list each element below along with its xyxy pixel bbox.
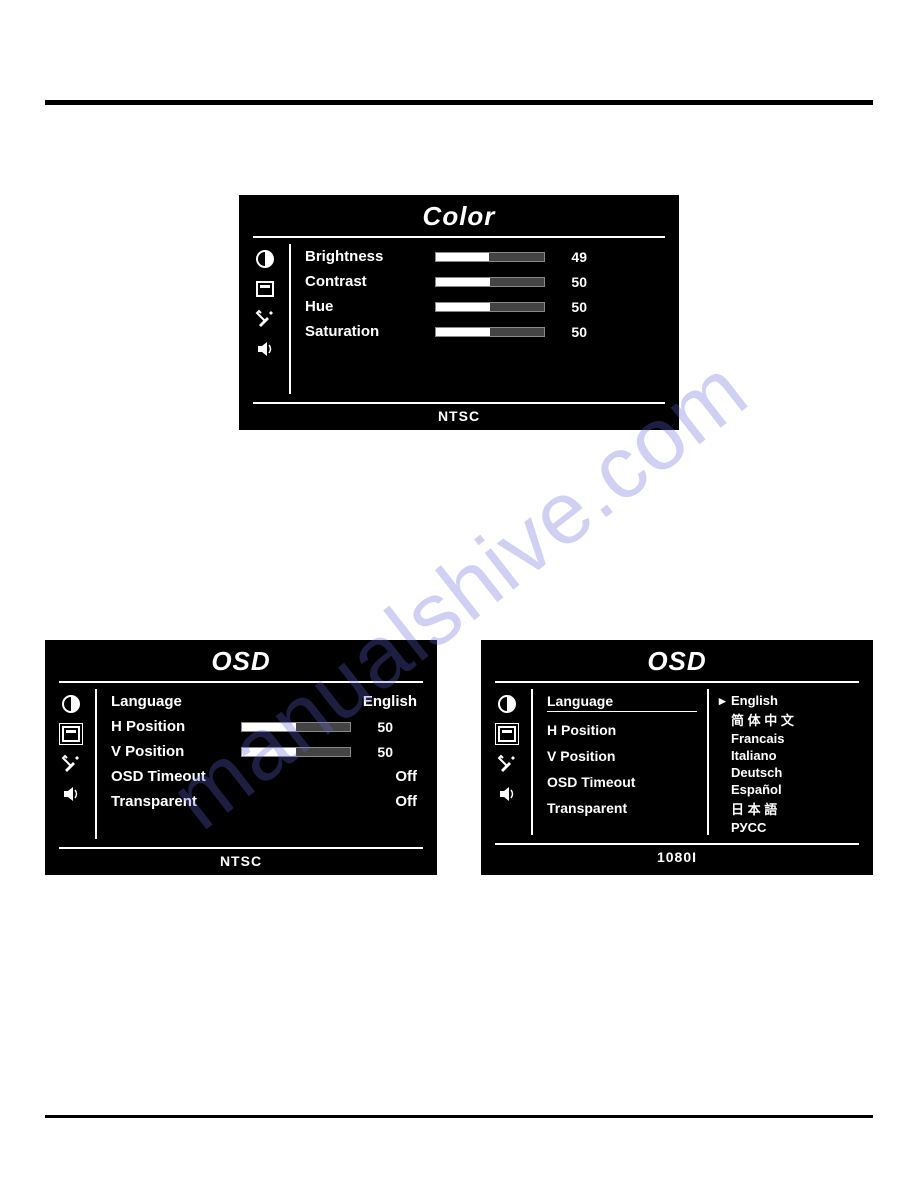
osd-icon[interactable] — [495, 723, 519, 745]
icon-column — [495, 689, 531, 835]
row-value: 50 — [359, 744, 393, 760]
tools-icon[interactable] — [495, 753, 519, 775]
language-option[interactable]: 日 本 語 — [719, 799, 859, 818]
row-value: English — [241, 693, 423, 710]
row-label: Language — [111, 693, 241, 710]
icon-column — [253, 244, 289, 394]
row-label: V Position — [111, 743, 241, 760]
audio-icon[interactable] — [495, 783, 519, 805]
row-label: OSD Timeout — [111, 768, 241, 785]
osd-settings-panel: OSD — [45, 640, 437, 875]
osd-icon[interactable] — [253, 278, 277, 300]
page-rule-top — [45, 100, 873, 105]
audio-icon[interactable] — [59, 783, 83, 805]
setting-row[interactable]: Transparent Off — [111, 793, 423, 810]
icon-column — [59, 689, 95, 839]
tools-icon[interactable] — [59, 753, 83, 775]
slider-track[interactable] — [435, 302, 545, 312]
setting-item[interactable]: H Position — [547, 722, 697, 738]
row-label: Transparent — [111, 793, 241, 810]
page-rule-bottom — [45, 1115, 873, 1118]
language-option[interactable]: Francais — [719, 731, 859, 746]
language-option[interactable]: English — [719, 693, 859, 708]
slider-track[interactable] — [435, 252, 545, 262]
vertical-divider — [95, 689, 97, 839]
slider-track[interactable] — [241, 722, 351, 732]
color-osd-panel: Color Brightness — [239, 195, 679, 430]
slider-track[interactable] — [435, 277, 545, 287]
osd-icon[interactable] — [59, 723, 83, 745]
row-label: H Position — [111, 718, 241, 735]
row-value: 50 — [359, 719, 393, 735]
slider-row[interactable]: Brightness 49 — [305, 248, 665, 265]
setting-row[interactable]: OSD Timeout Off — [111, 768, 423, 785]
language-options: English 简 体 中 文 Francais Italiano Deutsc… — [719, 689, 859, 835]
language-option[interactable]: Español — [719, 782, 859, 797]
audio-icon[interactable] — [253, 338, 277, 360]
slider-row[interactable]: V Position 50 — [111, 743, 423, 760]
row-label: Hue — [305, 298, 435, 315]
row-value: Off — [241, 793, 423, 810]
setting-item[interactable]: Language — [547, 693, 697, 712]
osd-rows: Language English H Position 50 V Positio… — [111, 689, 423, 839]
panel-title: OSD — [45, 640, 437, 681]
row-value: 50 — [553, 274, 587, 290]
footer-rule — [495, 843, 859, 845]
panel-footer: NTSC — [45, 853, 437, 875]
title-rule — [253, 236, 665, 238]
language-option[interactable]: 简 体 中 文 — [719, 710, 859, 729]
color-rows: Brightness 49 Contrast 50 Hue 50 Saturat… — [305, 244, 665, 394]
row-label: Saturation — [305, 323, 435, 340]
slider-fill — [436, 328, 490, 336]
slider-fill — [436, 253, 489, 261]
title-rule — [495, 681, 859, 683]
slider-row[interactable]: Hue 50 — [305, 298, 665, 315]
vertical-divider — [531, 689, 533, 835]
row-value: 49 — [553, 249, 587, 265]
footer-rule — [253, 402, 665, 404]
language-option[interactable]: Deutsch — [719, 765, 859, 780]
slider-row[interactable]: Saturation 50 — [305, 323, 665, 340]
row-value: 50 — [553, 299, 587, 315]
slider-fill — [242, 748, 296, 756]
panel-title: Color — [239, 195, 679, 236]
panel-footer: 1080I — [481, 849, 873, 871]
footer-rule — [59, 847, 423, 849]
osd-language-panel: OSD — [481, 640, 873, 875]
slider-track[interactable] — [241, 747, 351, 757]
contrast-icon[interactable] — [253, 248, 277, 270]
tools-icon[interactable] — [253, 308, 277, 330]
contrast-icon[interactable] — [59, 693, 83, 715]
setting-item[interactable]: OSD Timeout — [547, 774, 697, 790]
panel-title: OSD — [481, 640, 873, 681]
row-value: 50 — [553, 324, 587, 340]
row-value: Off — [241, 768, 423, 785]
setting-row[interactable]: Language English — [111, 693, 423, 710]
settings-list: Language H Position V Position OSD Timeo… — [547, 689, 697, 835]
vertical-divider — [289, 244, 291, 394]
slider-fill — [436, 303, 490, 311]
slider-row[interactable]: Contrast 50 — [305, 273, 665, 290]
language-option[interactable]: Italiano — [719, 748, 859, 763]
title-rule — [59, 681, 423, 683]
language-option[interactable]: РУСС — [719, 820, 859, 835]
setting-item[interactable]: Transparent — [547, 800, 697, 816]
slider-track[interactable] — [435, 327, 545, 337]
slider-fill — [242, 723, 296, 731]
setting-item[interactable]: V Position — [547, 748, 697, 764]
contrast-icon[interactable] — [495, 693, 519, 715]
slider-fill — [436, 278, 490, 286]
slider-row[interactable]: H Position 50 — [111, 718, 423, 735]
submenu-divider — [707, 689, 709, 835]
row-label: Contrast — [305, 273, 435, 290]
panel-footer: NTSC — [239, 408, 679, 430]
row-label: Brightness — [305, 248, 435, 265]
